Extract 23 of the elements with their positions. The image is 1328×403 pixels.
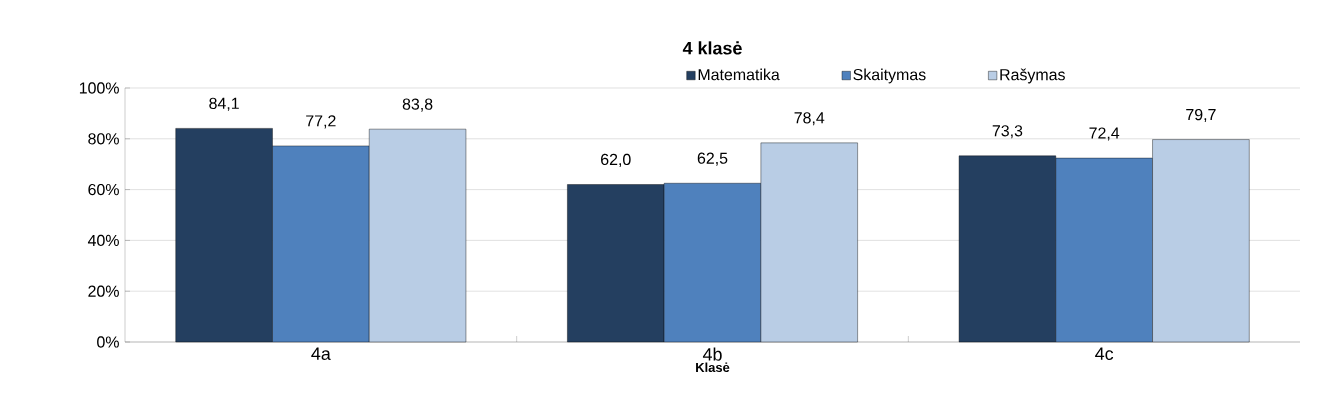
legend-label: Rašymas xyxy=(1000,68,1065,84)
y-tick-label: 80% xyxy=(88,133,119,145)
legend-label: Skaitymas xyxy=(853,68,926,84)
data-label: 83,8 xyxy=(402,98,433,112)
x-axis-title: Klasė xyxy=(696,362,730,373)
y-tick-label: 60% xyxy=(88,183,119,196)
y-tick-label: 0% xyxy=(97,336,119,348)
x-tick-label: 4a xyxy=(311,347,331,361)
y-tick-label: 40% xyxy=(87,234,119,247)
x-tick-label: 4c xyxy=(1095,347,1114,361)
chart-title: 4 klasė xyxy=(682,41,742,55)
data-label: 72,4 xyxy=(1089,127,1120,141)
data-label: 77,2 xyxy=(306,115,336,129)
data-label: 78,4 xyxy=(794,112,825,126)
data-label: 62,5 xyxy=(697,152,728,166)
data-label: 62,0 xyxy=(601,153,631,167)
legend-label: Matematika xyxy=(698,68,780,81)
data-label: 79,7 xyxy=(1186,108,1216,123)
x-tick-label: 4b xyxy=(702,347,722,361)
data-label: 84,1 xyxy=(209,97,239,111)
y-tick-label: 100% xyxy=(79,82,119,94)
data-label: 73,3 xyxy=(992,125,1023,139)
y-tick-label: 20% xyxy=(88,285,119,297)
